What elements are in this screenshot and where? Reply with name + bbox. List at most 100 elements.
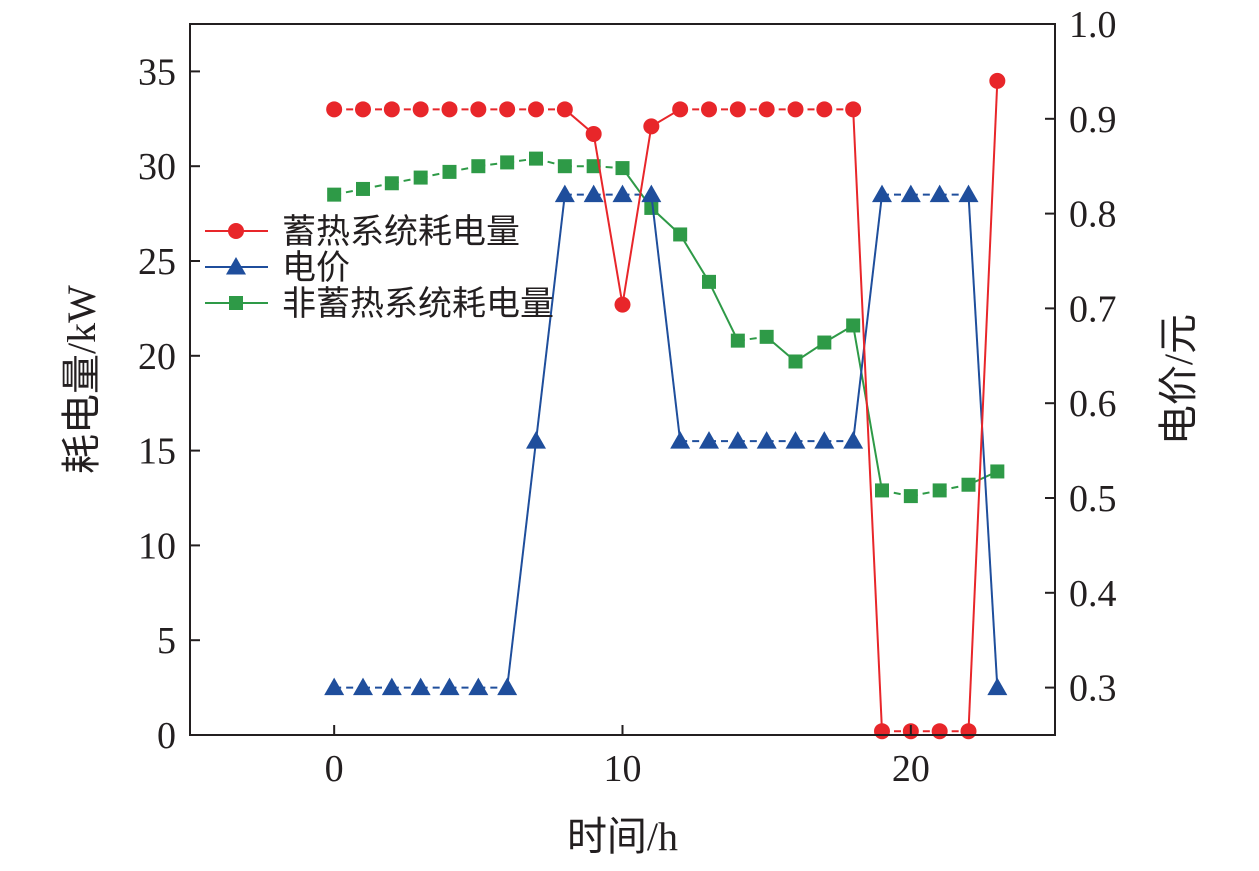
data-point-triangle [612, 184, 633, 203]
data-point-triangle [929, 184, 950, 203]
data-point-triangle [785, 431, 806, 449]
data-point-circle [816, 101, 833, 118]
data-point-square [442, 164, 457, 179]
data-point-square [730, 333, 745, 348]
data-point-square [615, 161, 630, 176]
data-point-square [932, 483, 947, 498]
y-left-axis-title: 耗电量/kW [59, 285, 104, 474]
series-triangle [324, 184, 1008, 696]
axes-layer: 0 10 20 0 5 10 15 20 25 30 35 0.3 0.4 0.5 0.6 0.7 0.8 0.9… [138, 4, 1117, 790]
data-point-square [644, 200, 659, 215]
data-point-triangle [226, 257, 246, 275]
y-right-tick-label: 0.5 [1069, 478, 1117, 520]
data-point-square [903, 489, 918, 504]
data-point-circle [643, 118, 660, 135]
data-point-square [846, 318, 861, 333]
data-point-triangle [641, 184, 662, 203]
y-right-tick-label: 0.8 [1069, 194, 1117, 236]
series-line-segment [592, 133, 624, 305]
data-point-square [817, 335, 832, 350]
series-line-segment [535, 194, 566, 442]
data-point-circle [989, 72, 1006, 89]
series-line-segment [679, 233, 710, 283]
y-right-tick-label: 0.9 [1069, 99, 1117, 141]
data-point-triangle [353, 677, 373, 696]
data-point-square [759, 329, 774, 344]
series-line-segment [621, 126, 653, 305]
data-point-triangle [468, 677, 489, 696]
data-point-triangle [872, 184, 892, 203]
data-point-triangle [699, 431, 719, 449]
data-point-circle [701, 101, 717, 118]
data-point-square [586, 159, 601, 174]
data-point-triangle [583, 184, 604, 203]
x-tick-label: 10 [604, 748, 642, 790]
y-left-tick-label: 25 [138, 241, 176, 283]
data-point-triangle [756, 431, 777, 449]
data-point-square [961, 477, 976, 492]
data-point-square [673, 227, 688, 242]
series-line-segment [852, 109, 883, 732]
data-point-square [229, 296, 243, 310]
data-point-square [990, 464, 1005, 479]
x-tick-label: 20 [892, 748, 930, 790]
data-point-square [356, 181, 370, 196]
data-point-triangle [727, 431, 748, 449]
data-point-triangle [526, 431, 546, 449]
data-point-triangle [814, 431, 835, 449]
data-point-circle [672, 101, 689, 118]
series-layer [324, 72, 1008, 740]
y-right-axis-title: 电价/元 [1156, 314, 1201, 445]
data-point-square [327, 187, 342, 202]
data-point-circle [355, 101, 371, 118]
data-point-circle [470, 101, 487, 118]
data-point-circle [874, 723, 890, 740]
data-point-circle [499, 101, 516, 118]
y-right-tick-label: 0.6 [1069, 383, 1117, 425]
y-right-tick-label: 0.4 [1069, 573, 1117, 615]
data-point-circle [326, 101, 343, 118]
y-right-tick-label: 1.0 [1069, 4, 1117, 46]
data-point-square [471, 159, 486, 174]
series-line-segment [852, 194, 883, 442]
data-point-circle [931, 723, 948, 740]
legend-label: 电价 [282, 249, 350, 287]
series-line-segment [506, 441, 537, 688]
data-point-circle [441, 101, 458, 118]
legend-label: 蓄热系统耗电量 [282, 213, 520, 251]
data-point-circle [556, 101, 573, 118]
series-circle [326, 72, 1006, 740]
y-left-tick-label: 20 [138, 336, 176, 378]
data-point-triangle [410, 677, 431, 696]
data-point-circle [228, 223, 244, 239]
y-right-tick-label: 0.3 [1069, 668, 1117, 710]
data-point-triangle [554, 184, 575, 203]
x-axis-title: 时间/h [567, 814, 678, 859]
data-point-triangle [900, 184, 921, 203]
data-point-square [557, 159, 572, 174]
data-point-square [529, 151, 543, 166]
series-line-segment [650, 194, 682, 442]
y-left-tick-label: 35 [138, 51, 176, 93]
data-point-circle [585, 125, 602, 142]
data-point-square [413, 170, 428, 185]
y-right-tick-label: 0.7 [1069, 288, 1117, 330]
data-point-triangle [843, 431, 864, 449]
data-point-square [702, 274, 716, 289]
data-point-triangle [324, 677, 345, 696]
data-point-square [788, 354, 803, 369]
plot-frame [189, 23, 1056, 736]
data-point-triangle [381, 677, 402, 696]
data-point-circle [383, 101, 400, 118]
y-left-tick-label: 15 [138, 431, 176, 473]
data-point-triangle [497, 677, 518, 696]
y-left-tick-label: 10 [138, 525, 176, 567]
legend-label: 非蓄热系统耗电量 [282, 285, 554, 323]
series-line-segment [708, 281, 739, 342]
y-left-tick-label: 30 [138, 146, 176, 188]
data-point-circle [787, 101, 804, 118]
data-point-square [500, 155, 515, 170]
